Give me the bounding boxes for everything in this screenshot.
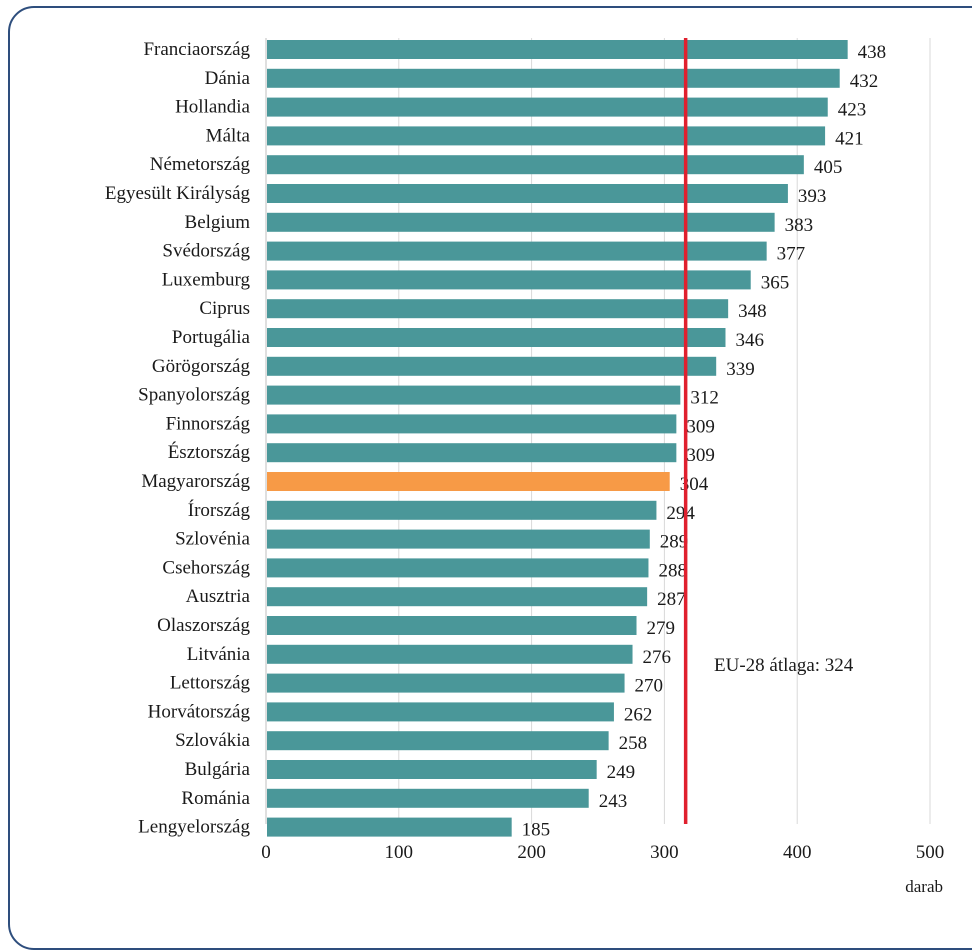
bar	[267, 731, 609, 751]
category-label: Észtország	[168, 441, 251, 463]
bar	[267, 155, 804, 175]
value-label: 348	[738, 301, 767, 322]
value-label: 185	[522, 820, 551, 841]
bar-chart: Franciaország Dánia Hollandia Málta Németors…	[105, 38, 944, 896]
bar	[267, 760, 597, 779]
bar	[267, 184, 788, 203]
category-label: Portugália	[172, 327, 251, 348]
category-labels: Franciaország Dánia Hollandia Málta Németors…	[105, 39, 251, 838]
category-label: Ausztria	[186, 586, 251, 607]
bar	[267, 328, 726, 347]
x-tick-label: 500	[916, 842, 945, 863]
value-label: 276	[643, 647, 672, 668]
category-label: Svédország	[162, 241, 250, 262]
value-label: 423	[838, 100, 867, 121]
value-label: 393	[798, 186, 827, 207]
value-label: 438	[858, 42, 887, 63]
bar	[267, 644, 633, 664]
x-tick-label: 200	[517, 842, 546, 863]
value-label: 377	[777, 244, 806, 265]
category-label: Belgium	[185, 212, 251, 233]
category-label: Olaszország	[157, 615, 250, 636]
category-label: Lengyelország	[138, 817, 250, 838]
bar	[267, 616, 637, 635]
bar	[267, 817, 512, 837]
value-label: 287	[657, 589, 686, 610]
category-label: Románia	[181, 788, 250, 809]
bars	[267, 40, 848, 837]
category-label: Ciprus	[199, 298, 250, 319]
bar	[267, 97, 828, 117]
category-label: Bulgária	[185, 759, 251, 780]
category-label: Spanyolország	[138, 385, 250, 406]
x-tick-label: 400	[783, 842, 812, 863]
bar	[267, 241, 767, 261]
value-label: 383	[785, 215, 814, 236]
x-axis-ticks: 0 100 200 300 400 500	[261, 842, 944, 863]
category-label: Lettország	[170, 673, 251, 694]
value-label: 405	[814, 157, 843, 178]
value-labels: 438 432 423 421 405 393 383 377 365 348 346 339 312 3…	[522, 42, 886, 841]
bar	[267, 443, 677, 463]
value-label: 243	[599, 791, 628, 812]
value-label: 258	[619, 733, 648, 754]
value-label: 249	[607, 762, 636, 783]
bar	[267, 212, 775, 232]
category-label: Németország	[150, 154, 251, 175]
bar	[267, 126, 826, 146]
value-label: 289	[660, 532, 689, 553]
category-label: Horvátország	[148, 701, 251, 722]
bar	[267, 385, 681, 405]
value-label: 279	[647, 618, 676, 639]
value-label: 288	[658, 560, 687, 581]
category-label: Szlovákia	[175, 730, 250, 751]
x-tick-label: 300	[650, 842, 679, 863]
category-label: Franciaország	[143, 39, 250, 60]
bar	[267, 558, 649, 578]
bar	[267, 472, 670, 491]
value-label: 339	[726, 359, 755, 380]
bar	[267, 40, 848, 59]
bar	[267, 500, 657, 520]
bar	[267, 356, 717, 376]
category-label: Luxemburg	[162, 269, 251, 290]
category-label: Finnország	[166, 413, 251, 434]
average-label: EU-28 átlaga: 324	[714, 655, 854, 676]
value-label: 312	[690, 388, 719, 409]
bar	[267, 270, 751, 290]
category-label: Szlovénia	[175, 529, 250, 550]
bar	[267, 702, 614, 722]
value-label: 421	[835, 128, 864, 149]
value-label: 262	[624, 704, 653, 725]
value-label: 346	[735, 330, 764, 351]
value-label: 309	[686, 416, 715, 437]
category-label: Málta	[206, 125, 251, 146]
category-label: Egyesült Királyság	[105, 183, 251, 204]
value-label: 432	[850, 71, 879, 92]
value-label: 294	[666, 503, 695, 524]
category-label: Dánia	[205, 68, 251, 89]
bar	[267, 529, 650, 549]
bar	[267, 673, 625, 693]
category-label: Görögország	[152, 356, 251, 377]
bar	[267, 414, 677, 434]
bar	[267, 788, 589, 808]
bar	[267, 299, 729, 319]
category-label: Csehország	[162, 557, 250, 578]
value-label: 365	[761, 272, 790, 293]
bar	[267, 587, 648, 607]
x-tick-label: 100	[385, 842, 414, 863]
x-tick-label: 0	[261, 842, 271, 863]
category-label: Hollandia	[175, 97, 250, 118]
value-label: 309	[686, 445, 715, 466]
bar	[267, 68, 840, 88]
category-label: Írország	[188, 499, 251, 521]
value-label: 270	[635, 676, 664, 697]
x-axis-unit-label: darab	[905, 877, 943, 896]
category-label: Litvánia	[187, 644, 251, 665]
category-label: Magyarország	[141, 471, 250, 492]
